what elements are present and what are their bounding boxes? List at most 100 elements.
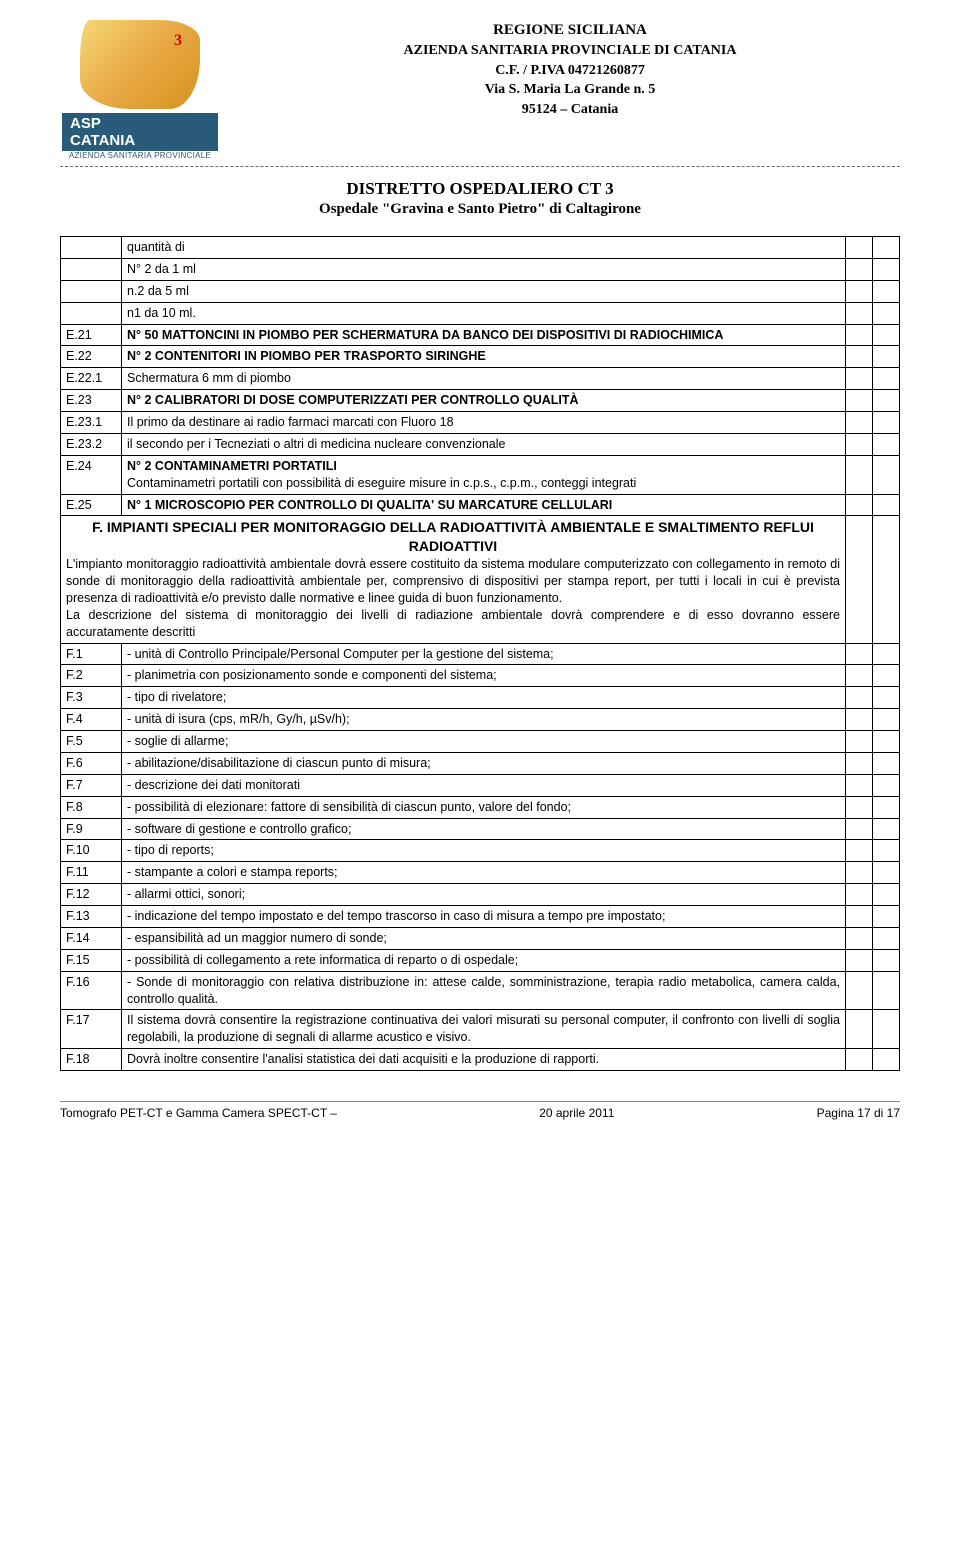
check-cell (873, 665, 900, 687)
row-content: Il sistema dovrà consentire la registraz… (122, 1010, 846, 1049)
check-cell (873, 280, 900, 302)
table-row: E.24 N° 2 CONTAMINAMETRI PORTATILI Conta… (61, 455, 900, 494)
table-row: F.6- abilitazione/disabilitazione di cia… (61, 752, 900, 774)
header-divider (60, 166, 900, 167)
section-f-title: F. IMPIANTI SPECIALI PER MONITORAGGIO DE… (66, 518, 840, 556)
row-code: F.17 (61, 1010, 122, 1049)
check-cell (846, 665, 873, 687)
row-code: E.23.1 (61, 412, 122, 434)
header-line3: C.F. / P.IVA 04721260877 (240, 61, 900, 81)
table-row: F.11- stampante a colori e stampa report… (61, 862, 900, 884)
table-row: F.2- planimetria con posizionamento sond… (61, 665, 900, 687)
check-cell (873, 368, 900, 390)
check-cell (846, 731, 873, 753)
check-cell (873, 818, 900, 840)
row-code: E.22 (61, 346, 122, 368)
table-row: F.1- unità di Controllo Principale/Perso… (61, 643, 900, 665)
spec-table: quantità diN° 2 da 1 mln.2 da 5 mln1 da … (60, 236, 900, 1071)
check-cell (873, 302, 900, 324)
section-f-para1: L'impianto monitoraggio radioattività am… (66, 556, 840, 607)
check-cell (873, 687, 900, 709)
check-cell (873, 412, 900, 434)
section-f-para2: La descrizione del sistema di monitoragg… (66, 607, 840, 641)
check-cell (873, 1010, 900, 1049)
check-cell (873, 774, 900, 796)
footer-left: Tomografo PET-CT e Gamma Camera SPECT-CT… (60, 1106, 337, 1120)
row-content: - soglie di allarme; (122, 731, 846, 753)
check-cell (846, 516, 873, 643)
row-code (61, 280, 122, 302)
check-cell (846, 324, 873, 346)
row-code: F.15 (61, 949, 122, 971)
check-cell (873, 324, 900, 346)
row-content: n.2 da 5 ml (122, 280, 846, 302)
row-content: - Sonde di monitoraggio con relativa dis… (122, 971, 846, 1010)
row-content: - unità di isura (cps, mR/h, Gy/h, µSv/h… (122, 709, 846, 731)
row-code: E.25 (61, 494, 122, 516)
row-content: - allarmi ottici, sonori; (122, 884, 846, 906)
check-cell (846, 796, 873, 818)
check-cell (846, 752, 873, 774)
table-row: F.4- unità di isura (cps, mR/h, Gy/h, µS… (61, 709, 900, 731)
table-row: E.23.2il secondo per i Tecneziati o altr… (61, 433, 900, 455)
table-row: n.2 da 5 ml (61, 280, 900, 302)
check-cell (873, 840, 900, 862)
check-cell (873, 258, 900, 280)
row-code: F.4 (61, 709, 122, 731)
check-cell (873, 433, 900, 455)
table-row: F.16- Sonde di monitoraggio con relativa… (61, 971, 900, 1010)
check-cell (846, 494, 873, 516)
check-cell (846, 687, 873, 709)
header-line4: Via S. Maria La Grande n. 5 (240, 80, 900, 100)
check-cell (846, 1049, 873, 1071)
check-cell (846, 280, 873, 302)
row-code: F.3 (61, 687, 122, 709)
check-cell (846, 840, 873, 862)
row-code: F.13 (61, 906, 122, 928)
row-code: F.2 (61, 665, 122, 687)
row-content: - software di gestione e controllo grafi… (122, 818, 846, 840)
row-content: - tipo di rivelatore; (122, 687, 846, 709)
check-cell (846, 346, 873, 368)
row-content: - espansibilità ad un maggior numero di … (122, 927, 846, 949)
check-cell (846, 862, 873, 884)
row-code: E.23 (61, 390, 122, 412)
header-line5: 95124 – Catania (240, 100, 900, 120)
logo-block: ASP CATANIA AZIENDA SANITARIA PROVINCIAL… (60, 20, 220, 160)
check-cell (873, 1049, 900, 1071)
check-cell (846, 1010, 873, 1049)
row-code: E.22.1 (61, 368, 122, 390)
check-cell (873, 516, 900, 643)
row-content: Il primo da destinare ai radio farmaci m… (122, 412, 846, 434)
check-cell (846, 906, 873, 928)
check-cell (873, 862, 900, 884)
table-row: E.23.1Il primo da destinare ai radio far… (61, 412, 900, 434)
check-cell (846, 455, 873, 494)
row-content: N° 2 CALIBRATORI DI DOSE COMPUTERIZZATI … (122, 390, 846, 412)
document-header: ASP CATANIA AZIENDA SANITARIA PROVINCIAL… (60, 20, 900, 160)
table-row: E.23N° 2 CALIBRATORI DI DOSE COMPUTERIZZ… (61, 390, 900, 412)
table-row: E.25 N° 1 MICROSCOPIO PER CONTROLLO DI Q… (61, 494, 900, 516)
table-row: F.15- possibilità di collegamento a rete… (61, 949, 900, 971)
row-code: F.14 (61, 927, 122, 949)
row-content: - stampante a colori e stampa reports; (122, 862, 846, 884)
check-cell (846, 643, 873, 665)
sicily-map-icon (80, 20, 200, 109)
asp-logo-text: ASP CATANIA (62, 113, 218, 151)
check-cell (873, 796, 900, 818)
table-row: F.12- allarmi ottici, sonori; (61, 884, 900, 906)
row-content: - unità di Controllo Principale/Personal… (122, 643, 846, 665)
row-content: - possibilità di elezionare: fattore di … (122, 796, 846, 818)
row-code: F.9 (61, 818, 122, 840)
check-cell (873, 731, 900, 753)
row-code: F.6 (61, 752, 122, 774)
row-code: F.16 (61, 971, 122, 1010)
section-f-row: F. IMPIANTI SPECIALI PER MONITORAGGIO DE… (61, 516, 900, 643)
check-cell (846, 390, 873, 412)
row-code: E.23.2 (61, 433, 122, 455)
header-line2: AZIENDA SANITARIA PROVINCIALE DI CATANIA (240, 41, 900, 61)
asp-text: ASP (70, 115, 101, 132)
check-cell (873, 390, 900, 412)
row-content: - planimetria con posizionamento sonde e… (122, 665, 846, 687)
check-cell (846, 818, 873, 840)
